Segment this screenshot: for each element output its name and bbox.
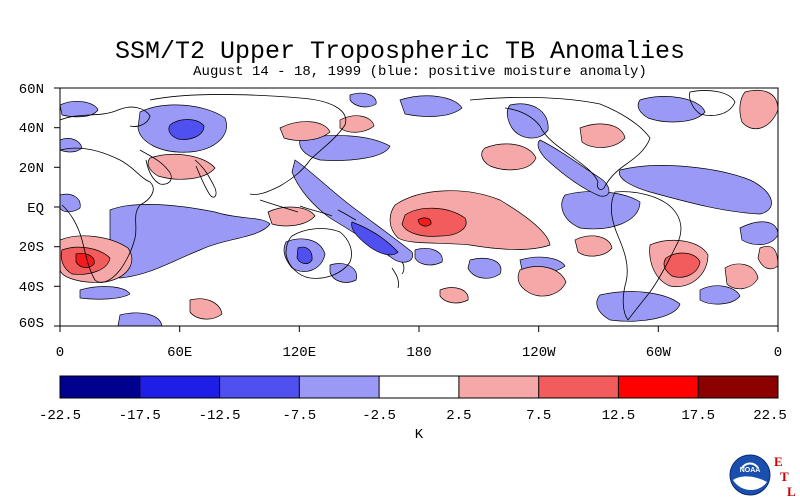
colorbar-swatch [698, 376, 778, 398]
colorbar: -22.5 -17.5 -12.5 -7.5 -2.5 2.5 7.5 12.5… [39, 375, 787, 443]
page-subtitle: August 14 - 18, 1999 (blue: positive moi… [193, 64, 647, 80]
colorbar-tick-label: -22.5 [39, 408, 81, 424]
colorbar-tick-label: 7.5 [526, 408, 551, 424]
logo-letter-t: T [780, 469, 789, 484]
blue-anomaly-region [60, 101, 99, 118]
colorbar-tick-label: 17.5 [681, 408, 715, 424]
blue-core-region [296, 246, 313, 264]
red-peak-region [417, 217, 432, 227]
arabia-coastline [139, 149, 172, 185]
coastlines [60, 90, 736, 321]
red-anomaly-region [439, 287, 469, 304]
colorbar-tick-label: -12.5 [199, 408, 241, 424]
colorbar-tick-label: -17.5 [119, 408, 161, 424]
lat-label-40n: 40N [19, 121, 44, 137]
colorbar-tick-label: -2.5 [362, 408, 396, 424]
red-anomaly-region [189, 298, 223, 320]
logo-letter-l: L [787, 484, 796, 498]
colorbar-tick-label: 22.5 [753, 408, 787, 424]
red-anomaly-region [481, 143, 537, 171]
lat-label-20s: 20S [19, 240, 44, 256]
lon-label-60w: 60W [646, 345, 672, 361]
noaa-wave-shape [733, 476, 767, 490]
red-anomaly-region [517, 266, 567, 297]
lat-label-eq: EQ [27, 201, 44, 217]
lon-label-0-east: 0 [774, 345, 782, 361]
blue-anomaly-region [537, 139, 610, 197]
red-anomaly-region [279, 121, 331, 141]
red-anomaly-region [739, 89, 778, 130]
colorbar-unit-label: K [415, 427, 424, 443]
lat-label-60s: 60S [19, 316, 44, 332]
lon-label-120w: 120W [522, 345, 556, 361]
anomaly-fields [60, 89, 778, 326]
greenland-coastline [689, 90, 736, 116]
colorbar-swatch [139, 376, 220, 398]
blue-anomaly-region [414, 248, 443, 266]
blue-anomaly-region [699, 285, 741, 305]
colorbar-swatch [618, 376, 699, 398]
colorbar-tick-label: 12.5 [602, 408, 636, 424]
colorbar-tick-label: 2.5 [446, 408, 471, 424]
colorbar-swatch [379, 376, 459, 398]
south-america-coastline [610, 191, 682, 321]
colorbar-swatch [299, 376, 380, 398]
blue-anomaly-region [329, 263, 357, 283]
north-america-coastline [469, 96, 651, 190]
blue-anomaly-region [739, 221, 778, 245]
newzealand-coastline [391, 261, 405, 289]
red-anomaly-region [574, 235, 613, 257]
blue-anomaly-region [467, 258, 502, 279]
red-anomaly-region [724, 263, 759, 290]
lon-label-0: 0 [56, 345, 64, 361]
blue-anomaly-region [79, 286, 131, 300]
red-anomaly-region [579, 123, 626, 148]
lat-label-20n: 20N [19, 161, 44, 177]
colorbar-swatch [458, 376, 539, 398]
lon-label-120e: 120E [282, 345, 316, 361]
colorbar-swatch [60, 376, 140, 398]
colorbar-swatch [219, 376, 300, 398]
lon-label-60e: 60E [167, 345, 192, 361]
noaa-etl-logo: NOAA E T L [729, 454, 796, 498]
blue-anomaly-region [117, 312, 163, 326]
blue-core-region [168, 119, 205, 140]
red-anomaly-region [267, 206, 316, 227]
noaa-logo-text: NOAA [740, 467, 761, 474]
red-anomaly-region [339, 115, 375, 133]
europe-coastline [60, 106, 151, 127]
blue-anomaly-region [637, 96, 706, 123]
colorbar-tick-label: -7.5 [282, 408, 316, 424]
longitude-axis: 0 60E 120E 180 120W 60W 0 [56, 326, 782, 361]
lon-label-180: 180 [406, 345, 431, 361]
red-anomaly-region [147, 154, 216, 180]
asia-coastline [149, 94, 347, 195]
africa-coastline [60, 147, 154, 283]
blue-anomaly-region [299, 135, 391, 161]
red-core-region [663, 252, 701, 278]
blue-anomaly-region [399, 95, 463, 117]
latitude-axis: 60N 40N 20N EQ 20S 40S 60S [19, 82, 60, 332]
australia-coastline [285, 228, 352, 279]
blue-anomaly-region [506, 103, 549, 139]
colorbar-swatch [538, 376, 619, 398]
red-peak-region [75, 253, 95, 268]
india-coastline [194, 159, 217, 198]
red-core-region [401, 207, 467, 237]
lat-label-40s: 40S [19, 280, 44, 296]
colorbar-frame [59, 375, 779, 399]
lat-label-60n: 60N [19, 82, 44, 98]
page-title: SSM/T2 Upper Tropospheric TB Anomalies [114, 37, 686, 66]
blue-anomaly-region [618, 165, 772, 215]
maritime-coastline [259, 199, 357, 221]
blue-anomaly-region [349, 92, 377, 108]
blue-core-region [351, 221, 399, 256]
logo-letter-e: E [774, 454, 783, 469]
